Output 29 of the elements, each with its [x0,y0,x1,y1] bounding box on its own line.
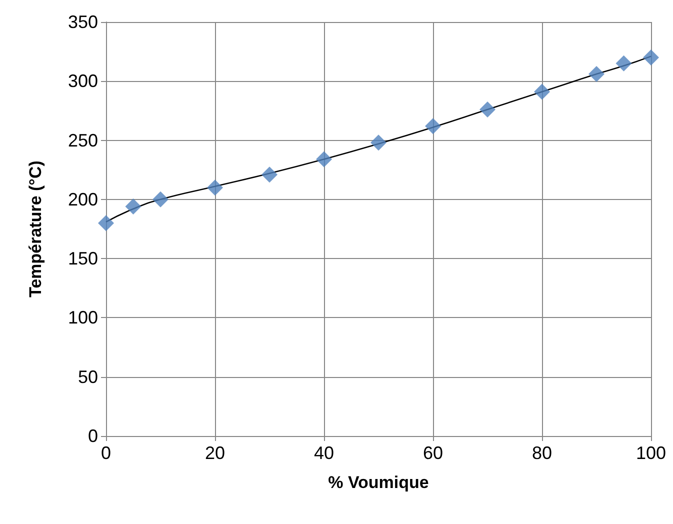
point [125,198,142,215]
point [316,151,332,168]
y-tick-label: 250 [68,130,98,150]
x-tick-label: 0 [100,443,112,463]
point [643,49,659,66]
point [370,134,386,151]
y-tick-label: 0 [88,426,98,446]
y-tick-label: 200 [68,189,98,210]
point [262,166,278,183]
point [616,55,632,72]
x-tick-label: 60 [422,443,444,463]
point [534,84,550,100]
point [425,118,441,134]
x-tick-label: 100 [636,443,666,463]
y-tick-label: 150 [68,248,98,269]
point [207,180,223,196]
x-axis-title: % Voumique [328,473,429,492]
x-tick-label: 40 [314,443,334,463]
point [588,66,604,82]
point [152,191,168,208]
y-tick-label: 50 [78,366,98,387]
y-tick-label: 100 [68,308,98,328]
x-tick-label: 20 [204,443,226,463]
point [480,102,496,118]
point [98,215,114,232]
y-tick-label: 350 [68,12,98,32]
y-tick-label: 300 [68,71,98,92]
y-axis-title: Température (°C) [26,160,45,298]
x-tick-label: 80 [532,443,552,463]
